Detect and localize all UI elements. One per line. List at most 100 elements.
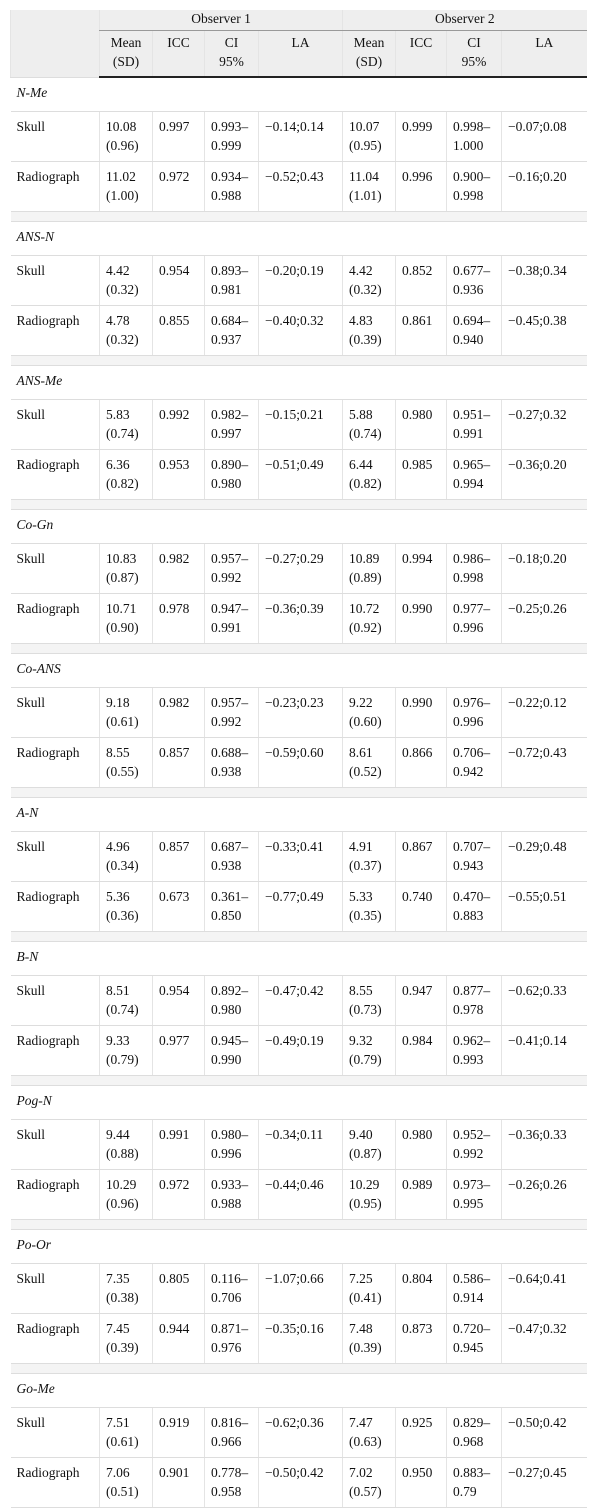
cell: 0.986– 0.998 <box>446 543 502 594</box>
cell: 0.994 <box>395 543 447 594</box>
cell: 9.18 (0.61) <box>99 687 153 738</box>
cell: 0.954 <box>152 255 205 306</box>
data-row: Skull 9.44 (0.88) 0.991 0.980– 0.996 −0.34;0… <box>10 1119 587 1170</box>
row-label: Radiograph <box>10 1457 100 1508</box>
spacer <box>10 499 587 510</box>
cell: 7.06 (0.51) <box>99 1457 153 1508</box>
data-row: Skull 7.35 (0.38) 0.805 0.116– 0.706 −1.07;0… <box>10 1263 587 1314</box>
cell: −0.33;0.41 <box>257 831 343 882</box>
data-row: Skull 10.08 (0.96) 0.997 0.993– 0.999 −0.14;… <box>10 111 587 162</box>
spacer <box>10 1075 587 1086</box>
table-header: Observer 1 Observer 2 Mean (SD) ICC CI 95%… <box>10 10 587 78</box>
data-row: Skull 10.83 (0.87) 0.982 0.957– 0.992 −0.27;… <box>10 543 587 594</box>
cell: 0.996 <box>395 161 447 212</box>
cell: 0.965– 0.994 <box>446 449 502 500</box>
cell: −0.16;0.20 <box>501 161 587 212</box>
spacer-row <box>10 1363 587 1374</box>
spacer-row <box>10 643 587 654</box>
cell: 0.816– 0.966 <box>204 1407 259 1458</box>
cell: 0.973– 0.995 <box>446 1169 502 1220</box>
data-row: Skull 9.18 (0.61) 0.982 0.957– 0.992 −0.23;0… <box>10 687 587 738</box>
row-label: Skull <box>10 831 100 882</box>
cell: 9.32 (0.79) <box>342 1025 396 1076</box>
group-title: N-Me <box>10 77 587 112</box>
spacer <box>10 787 587 798</box>
spacer-row <box>10 931 587 942</box>
cell: 0.934– 0.988 <box>204 161 259 212</box>
cell: 0.925 <box>395 1407 447 1458</box>
row-label: Radiograph <box>10 593 100 644</box>
cell: 0.999 <box>395 111 447 162</box>
cell: 0.900– 0.998 <box>446 161 502 212</box>
cell: 10.08 (0.96) <box>99 111 153 162</box>
cell: 10.07 (0.95) <box>342 111 396 162</box>
cell: 0.694– 0.940 <box>446 305 502 356</box>
cell: −0.35;0.16 <box>257 1313 343 1364</box>
data-row: Radiograph 9.33 (0.79) 0.977 0.945– 0.990 −0… <box>10 1025 587 1076</box>
cell: 0.877– 0.978 <box>446 975 502 1026</box>
cell: 0.684– 0.937 <box>204 305 259 356</box>
cell: −0.47;0.42 <box>257 975 343 1026</box>
cell: 0.586– 0.914 <box>446 1263 502 1314</box>
cell: −0.18;0.20 <box>501 543 587 594</box>
cell: 9.33 (0.79) <box>99 1025 153 1076</box>
cell: 7.35 (0.38) <box>99 1263 153 1314</box>
spacer-row <box>10 1219 587 1230</box>
row-label: Skull <box>10 543 100 594</box>
spacer-row <box>10 499 587 510</box>
cell: 0.945– 0.990 <box>204 1025 259 1076</box>
column-header: CI 95% <box>204 30 259 78</box>
cell: −0.47;0.32 <box>501 1313 587 1364</box>
data-row: Skull 4.96 (0.34) 0.857 0.687– 0.938 −0.33;0… <box>10 831 587 882</box>
cell: −0.25;0.26 <box>501 593 587 644</box>
cell: −0.22;0.12 <box>501 687 587 738</box>
cell: 7.45 (0.39) <box>99 1313 153 1364</box>
cell: 6.36 (0.82) <box>99 449 153 500</box>
spacer-row <box>10 211 587 222</box>
cell: 0.957– 0.992 <box>204 543 259 594</box>
column-header: LA <box>501 30 587 78</box>
cell: 0.933– 0.988 <box>204 1169 259 1220</box>
group-title-row: N-Me <box>10 77 587 112</box>
cell: −0.34;0.11 <box>257 1119 343 1170</box>
group-title-row: ANS-N <box>10 221 587 256</box>
cell: −0.36;0.39 <box>257 593 343 644</box>
cell: 0.980– 0.996 <box>204 1119 259 1170</box>
cell: 0.950 <box>395 1457 447 1508</box>
cell: 4.78 (0.32) <box>99 305 153 356</box>
cell: −0.40;0.32 <box>257 305 343 356</box>
cell: 0.720– 0.945 <box>446 1313 502 1364</box>
cell: 4.83 (0.39) <box>342 305 396 356</box>
cell: 0.919 <box>152 1407 205 1458</box>
cell: 0.957– 0.992 <box>204 687 259 738</box>
observer-header: Observer 1 <box>98 10 343 31</box>
cell: 8.55 (0.73) <box>342 975 396 1026</box>
cell: 0.883– 0.79 <box>446 1457 502 1508</box>
cell: 10.72 (0.92) <box>342 593 396 644</box>
cell: 10.29 (0.96) <box>99 1169 153 1220</box>
cell: 0.893– 0.981 <box>204 255 259 306</box>
row-label: Radiograph <box>10 305 100 356</box>
column-header: ICC <box>395 30 447 78</box>
cell: 0.706– 0.942 <box>446 737 502 788</box>
row-label: Skull <box>10 255 100 306</box>
cell: 0.947 <box>395 975 447 1026</box>
spacer <box>10 1219 587 1230</box>
column-header: Mean (SD) <box>342 30 396 78</box>
cell: 0.677– 0.936 <box>446 255 502 306</box>
cell: 0.707– 0.943 <box>446 831 502 882</box>
cell: 0.953 <box>152 449 205 500</box>
cell: −0.07;0.08 <box>501 111 587 162</box>
cell: −0.50;0.42 <box>257 1457 343 1508</box>
group-title-row: ANS-Me <box>10 365 587 400</box>
data-row: Radiograph 7.06 (0.51) 0.901 0.778– 0.958 −0… <box>10 1457 587 1508</box>
cell: 8.61 (0.52) <box>342 737 396 788</box>
row-label: Radiograph <box>10 881 100 932</box>
cell: −0.14;0.14 <box>257 111 343 162</box>
cell: −0.51;0.49 <box>257 449 343 500</box>
data-row: Radiograph 7.45 (0.39) 0.944 0.871– 0.976 −0… <box>10 1313 587 1364</box>
cell: 0.952– 0.992 <box>446 1119 502 1170</box>
cell: −1.07;0.66 <box>257 1263 343 1314</box>
cell: 0.997 <box>152 111 205 162</box>
